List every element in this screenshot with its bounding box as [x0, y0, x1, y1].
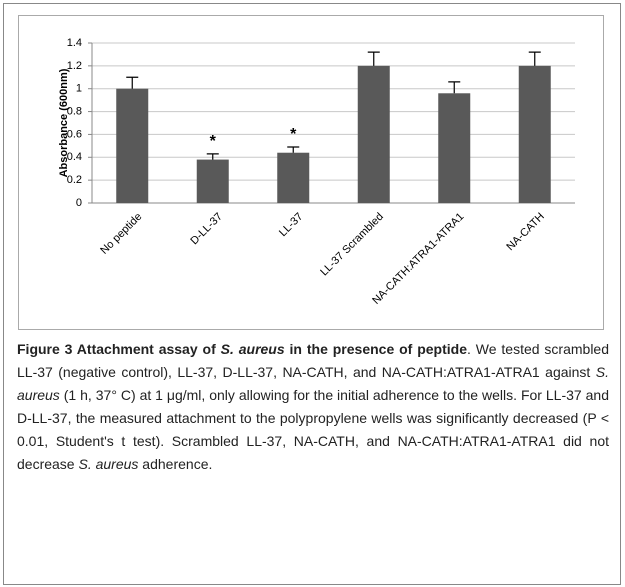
caption-text: adherence.: [138, 456, 213, 472]
chart-frame: [18, 15, 604, 330]
error-bar: [448, 81, 461, 94]
y-tick-label: 1: [76, 83, 82, 95]
y-tick-label: 0.6: [67, 128, 82, 140]
significance-marker: *: [210, 133, 217, 150]
y-tick-label: 1.4: [67, 37, 82, 49]
caption-text: S. aureus: [220, 341, 285, 357]
x-tick-label: D-LL-37: [188, 211, 225, 248]
error-bar: [126, 76, 139, 89]
bar: [277, 152, 310, 203]
bar: [357, 65, 390, 203]
caption-text: . We tested scrambled LL-37 (negative co…: [17, 341, 610, 380]
caption-text: (1 h, 37° C) at 1 μg/ml, only allowing f…: [17, 387, 609, 472]
x-tick-label: LL-37: [277, 211, 305, 239]
x-tick-label: No peptide: [98, 211, 144, 257]
caption-text: in the presence of peptide: [284, 341, 467, 357]
error-bar: [206, 153, 219, 160]
y-tick-label: 0: [76, 197, 82, 209]
caption-text: S. aureus: [78, 456, 139, 472]
bar: [196, 159, 229, 203]
error-bar: [287, 146, 300, 153]
bar: [518, 65, 551, 203]
bar: [438, 93, 471, 203]
y-tick-label: 0.2: [67, 174, 82, 186]
y-tick-label: 0.4: [67, 151, 82, 163]
significance-marker: *: [290, 126, 297, 143]
error-bar: [367, 51, 380, 66]
y-tick-label: 1.2: [67, 60, 82, 72]
bar: [116, 88, 149, 203]
y-axis-label: Absorbance (600nm): [58, 68, 70, 177]
figure-border: [3, 3, 621, 585]
x-tick-label: LL-37 Scrambled: [318, 211, 386, 279]
caption-text: Figure 3 Attachment assay of: [17, 341, 221, 357]
x-tick-label: NA-CATH:ATRA1-ATRA1: [370, 211, 466, 307]
figure-caption: Figure 3 Attachment assay of S. aureus i…: [17, 338, 609, 476]
y-tick-label: 0.8: [67, 105, 82, 117]
x-tick-label: NA-CATH: [504, 211, 547, 254]
caption-text: S. aureus: [17, 364, 609, 403]
error-bar: [528, 51, 541, 66]
